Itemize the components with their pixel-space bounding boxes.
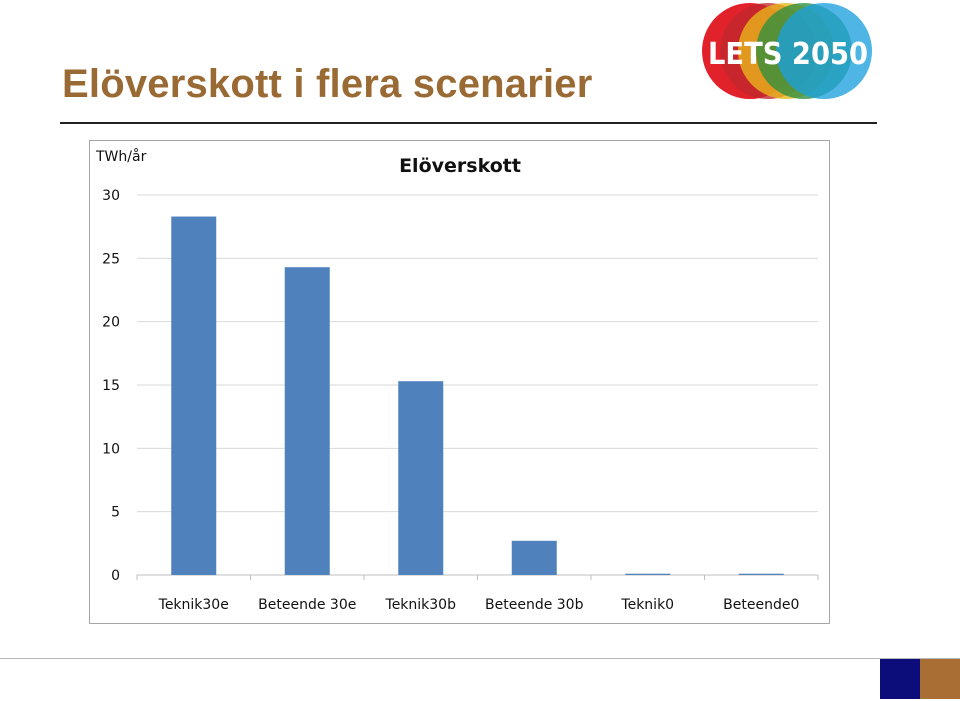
logo-text: LETS 2050 xyxy=(708,37,868,72)
y-tick-label: 0 xyxy=(111,568,120,584)
bar xyxy=(738,573,784,575)
footer-brown-square xyxy=(920,659,960,699)
y-axis-label: TWh/år xyxy=(95,148,147,165)
x-tick-label: Teknik30b xyxy=(385,597,457,613)
y-tick-label: 5 xyxy=(111,505,120,521)
bar xyxy=(511,540,557,575)
bar xyxy=(284,267,330,575)
chart-title: Elöverskott xyxy=(399,155,521,177)
x-tick-label: Beteende 30b xyxy=(485,597,584,613)
logo-circle-5 xyxy=(776,3,872,99)
y-tick-label: 20 xyxy=(102,315,120,331)
y-tick-label: 10 xyxy=(102,441,120,457)
bar xyxy=(398,381,444,575)
title-divider xyxy=(60,122,877,124)
logo-circles xyxy=(702,3,872,99)
footer-divider xyxy=(0,658,960,659)
x-tick-label: Beteende0 xyxy=(723,597,799,613)
slide-title: Elöverskott i flera scenarier xyxy=(62,62,593,106)
bar xyxy=(171,216,217,575)
x-tick-label: Beteende 30e xyxy=(258,597,356,613)
footer-navy-square xyxy=(880,659,920,699)
y-tick-label: 15 xyxy=(102,378,120,394)
x-tick-label: Teknik0 xyxy=(620,597,674,613)
chart-frame: 0 5 10 15 20 25 30 Teknik30e Beteende 30e Teknik3… xyxy=(89,140,830,624)
bar-chart: 0 5 10 15 20 25 30 Teknik30e Beteende 30e Teknik3… xyxy=(95,148,819,613)
y-tick-label: 30 xyxy=(102,188,120,204)
y-tick-label: 25 xyxy=(102,251,120,267)
x-tick-label: Teknik30e xyxy=(158,597,229,613)
lets-2050-logo: LETS 2050 xyxy=(702,3,872,99)
bar xyxy=(625,573,671,575)
